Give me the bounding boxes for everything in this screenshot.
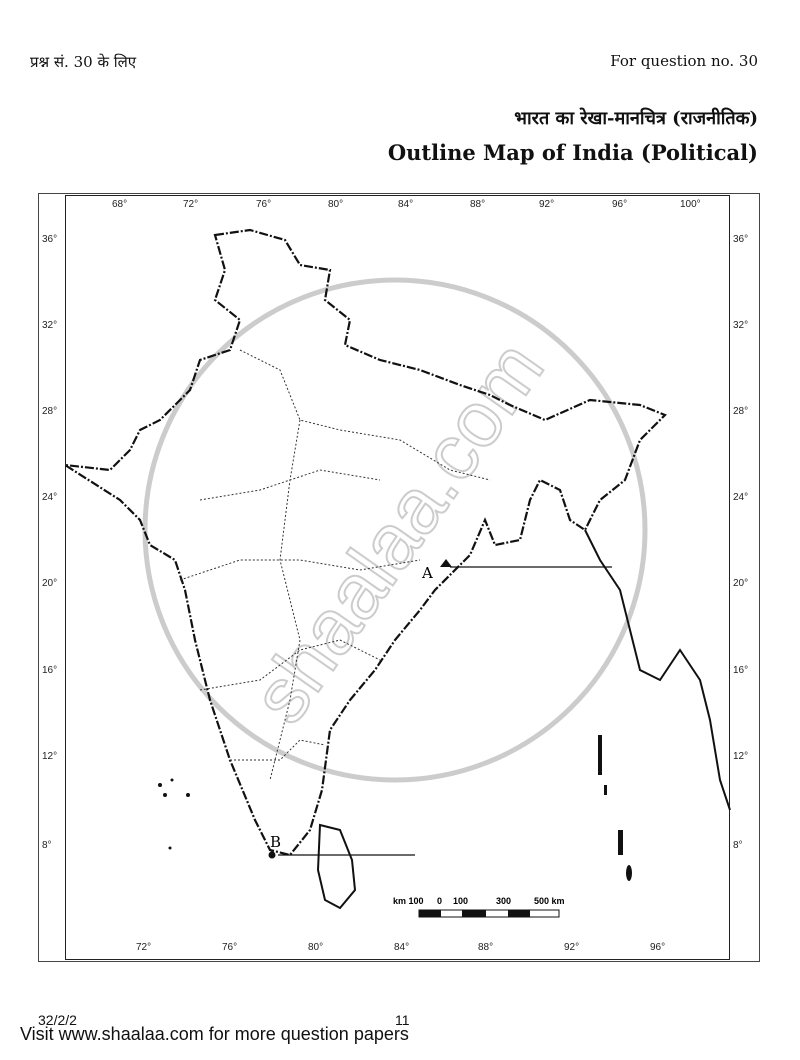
marker-a-label: A (421, 564, 433, 582)
longitude-label-top: 100° (680, 199, 701, 210)
map-outer-frame (38, 193, 760, 962)
map-frame (65, 195, 730, 960)
latitude-label-left: 8° (42, 840, 52, 851)
watermark-circle (142, 277, 648, 783)
paper-code: 32/2/2 (38, 1012, 77, 1028)
longitude-label-top: 88° (470, 199, 486, 210)
latitude-label-left: 16° (42, 665, 58, 676)
longitude-label-top: 92° (539, 199, 555, 210)
sri-lanka (316, 823, 357, 910)
longitude-label-top: 80° (328, 199, 344, 210)
marker-b-label: B (270, 833, 281, 851)
marker-a-triangle (440, 559, 452, 567)
islands (158, 735, 632, 881)
scale-label: 0 (437, 896, 442, 906)
scale-label: 100 (453, 896, 468, 906)
myanmar-coast (584, 529, 731, 811)
latitude-label-right: 8° (733, 840, 743, 851)
latitude-label-left: 20° (42, 578, 58, 589)
longitude-label-top: 84° (398, 199, 414, 210)
latitude-label-right: 32° (733, 320, 749, 331)
longitude-label-bottom: 96° (650, 942, 666, 953)
latitude-label-right: 28° (733, 406, 749, 417)
longitude-label-bottom: 72° (136, 942, 152, 953)
latitude-label-left: 24° (42, 492, 58, 503)
latitude-label-right: 24° (733, 492, 749, 503)
scale-label: 300 (496, 896, 511, 906)
title-english: Outline Map of India (Political) (387, 140, 758, 165)
latitude-label-right: 36° (733, 234, 749, 245)
longitude-label-bottom: 84° (394, 942, 410, 953)
footer-link[interactable]: Visit www.shaalaa.com for more question … (20, 1024, 409, 1044)
longitude-label-top: 72° (183, 199, 199, 210)
scale-bar (418, 909, 560, 918)
longitude-label-bottom: 88° (478, 942, 494, 953)
header-hindi: प्रश्न सं. 30 के लिए (30, 53, 137, 71)
latitude-label-left: 36° (42, 234, 58, 245)
header-english: For question no. 30 (610, 52, 758, 70)
longitude-label-bottom: 92° (564, 942, 580, 953)
latitude-label-right: 20° (733, 578, 749, 589)
longitude-label-top: 96° (612, 199, 628, 210)
scale-label: 500 km (534, 896, 565, 906)
title-hindi: भारत का रेखा-मानचित्र (राजनीतिक) (514, 108, 758, 129)
latitude-label-left: 28° (42, 406, 58, 417)
longitude-label-bottom: 76° (222, 942, 238, 953)
longitude-label-top: 68° (112, 199, 128, 210)
india-outline (64, 228, 667, 857)
scale-label: km 100 (393, 896, 424, 906)
latitude-label-left: 32° (42, 320, 58, 331)
latitude-label-left: 12° (42, 751, 58, 762)
state-boundaries (179, 349, 491, 781)
longitude-label-bottom: 80° (308, 942, 324, 953)
marker-b-dot (268, 851, 276, 859)
longitude-label-top: 76° (256, 199, 272, 210)
latitude-label-right: 16° (733, 665, 749, 676)
page-number: 11 (395, 1012, 410, 1028)
latitude-label-right: 12° (733, 751, 749, 762)
